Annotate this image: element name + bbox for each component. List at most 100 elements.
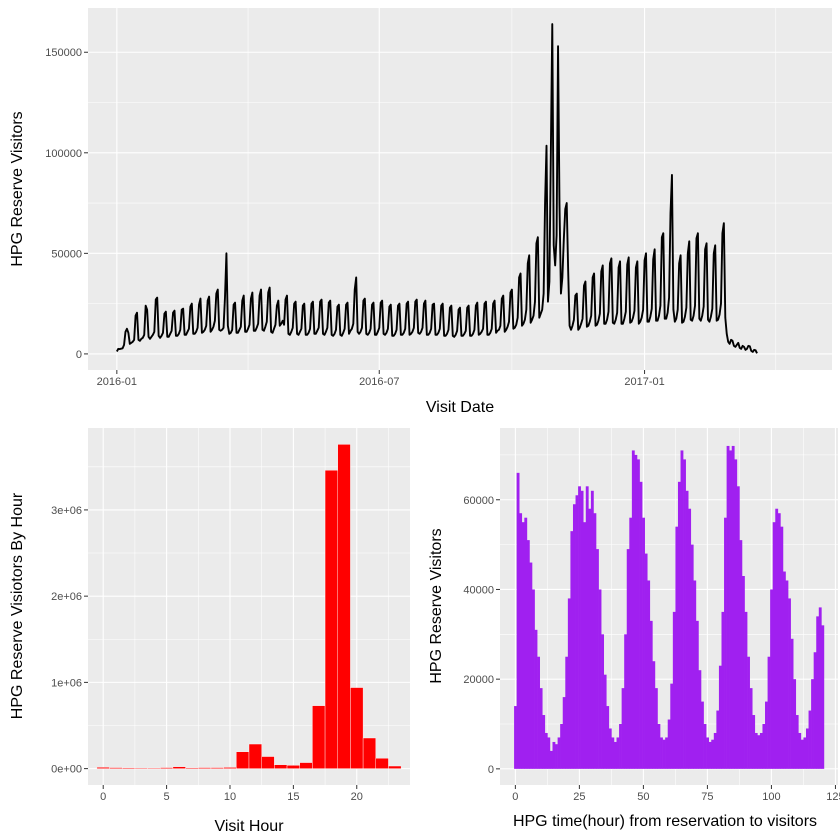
lead-time-bar	[726, 445, 730, 769]
lead-time-bar	[547, 737, 551, 769]
lead-time-chart-x-title: HPG time(hour) from reservation to visit…	[513, 813, 817, 830]
lead-time-bar	[578, 486, 581, 769]
hour-chart-y-ticks: 0e+00 1e+06 2e+06 3e+06	[51, 505, 88, 776]
lead-time-bar	[811, 679, 814, 769]
line-chart-y-tick-label: 100000	[45, 148, 82, 160]
hour-chart-x-tick-label: 15	[287, 791, 299, 803]
lead-time-bar	[793, 679, 797, 769]
lead-time-bar-chart: 0 25 50 75 100 125 0 20000 40000 60000 HPG time(…	[428, 428, 840, 830]
lead-time-bar	[762, 724, 766, 769]
lead-time-chart-y-title: HPG Reserve Visitors	[428, 528, 445, 683]
lead-time-bar	[685, 490, 689, 769]
lead-time-chart-x-tick-label: 75	[701, 791, 713, 803]
lead-time-bar	[772, 522, 776, 769]
lead-time-bar	[552, 741, 556, 769]
lead-time-bar	[688, 508, 692, 769]
lead-time-bar	[621, 688, 625, 769]
hour-bar	[388, 765, 402, 769]
lead-time-bar	[529, 562, 533, 769]
lead-time-bar	[544, 732, 548, 769]
lead-time-bar	[583, 522, 587, 769]
lead-time-chart-x-tick-label: 125	[826, 791, 840, 803]
hour-chart-y-tick-label: 2e+06	[51, 591, 82, 603]
lead-time-bar	[706, 737, 709, 769]
lead-time-bar	[731, 445, 735, 769]
lead-time-bar	[567, 598, 571, 769]
lead-time-chart-y-tick-label: 40000	[463, 584, 494, 596]
hour-bar	[286, 765, 300, 769]
lead-time-chart-x-tick-label: 0	[512, 791, 518, 803]
lead-time-bar	[606, 706, 610, 769]
lead-time-bar	[775, 508, 779, 769]
lead-time-bar	[795, 715, 799, 769]
lead-time-bar	[611, 737, 615, 769]
lead-time-bar	[608, 728, 612, 769]
hour-chart-x-ticks: 0 5 10 15 20	[100, 785, 363, 803]
lead-time-bar	[631, 450, 635, 769]
lead-time-bar	[588, 508, 592, 769]
hour-bar	[274, 764, 288, 769]
lead-time-bar	[767, 656, 771, 769]
line-chart-y-tick-label: 50000	[51, 248, 82, 260]
lead-time-bar	[729, 450, 733, 769]
hour-chart-x-tick-label: 10	[224, 791, 236, 803]
lead-time-bar	[780, 526, 784, 769]
line-chart-y-title: HPG Reserve Visitors	[9, 111, 26, 266]
lead-time-bar	[724, 517, 727, 769]
lead-time-bar	[680, 450, 684, 769]
lead-time-bar	[698, 670, 702, 769]
hour-bar	[147, 767, 161, 770]
hour-chart-y-tick-label: 0e+00	[51, 764, 82, 776]
lead-time-bar	[721, 611, 725, 769]
lead-time-bar	[805, 728, 809, 769]
lead-time-bar	[521, 522, 525, 769]
lead-time-bar	[537, 656, 540, 769]
lead-time-chart-y-tick-label: 0	[488, 764, 494, 776]
lead-time-bar	[800, 739, 804, 769]
lead-time-bar	[752, 715, 756, 769]
hour-chart-x-title: Visit Hour	[214, 818, 284, 835]
hour-bar	[350, 687, 364, 769]
lead-time-bar	[711, 739, 715, 769]
hour-bar	[160, 767, 174, 769]
line-chart-x-title: Visit Date	[426, 399, 494, 416]
lead-time-bar	[654, 688, 658, 769]
lead-time-bar	[629, 517, 633, 769]
hour-bar	[109, 767, 123, 769]
hour-bar	[96, 767, 110, 769]
lead-time-bar	[734, 459, 738, 769]
lead-time-bar	[667, 719, 671, 769]
hour-bar	[210, 767, 224, 769]
lead-time-bar	[803, 737, 807, 769]
line-chart-x-tick-label: 2016-07	[359, 376, 399, 388]
hour-bar	[312, 705, 326, 769]
hour-bar	[223, 767, 237, 769]
line-chart-x-ticks: 2016-01 2016-07 2017-01	[97, 370, 665, 388]
lead-time-bar	[647, 580, 651, 769]
lead-time-bar	[665, 737, 669, 769]
hour-bar	[261, 756, 275, 769]
lead-time-bar	[821, 625, 825, 769]
lead-time-bar	[754, 732, 758, 769]
hour-bar	[185, 767, 199, 769]
hour-bar	[122, 767, 136, 769]
hour-bar	[337, 444, 351, 769]
hour-bar	[172, 766, 186, 769]
lead-time-bar	[624, 634, 628, 769]
lead-time-bar	[555, 744, 558, 769]
lead-time-bar	[565, 656, 569, 769]
hour-bar	[198, 767, 212, 769]
lead-time-bar	[662, 739, 666, 769]
lead-time-bar	[532, 589, 535, 769]
lead-time-bar	[636, 459, 640, 769]
lead-time-bar	[619, 724, 622, 769]
lead-time-bar	[572, 504, 576, 769]
lead-time-bar	[660, 737, 663, 769]
lead-time-bar	[557, 737, 561, 769]
hour-bar	[236, 751, 250, 769]
lead-time-bar	[514, 706, 517, 769]
lead-time-chart-x-ticks: 0 25 50 75 100 125	[512, 785, 840, 803]
lead-time-bar	[626, 549, 630, 769]
lead-time-bar	[644, 553, 648, 769]
